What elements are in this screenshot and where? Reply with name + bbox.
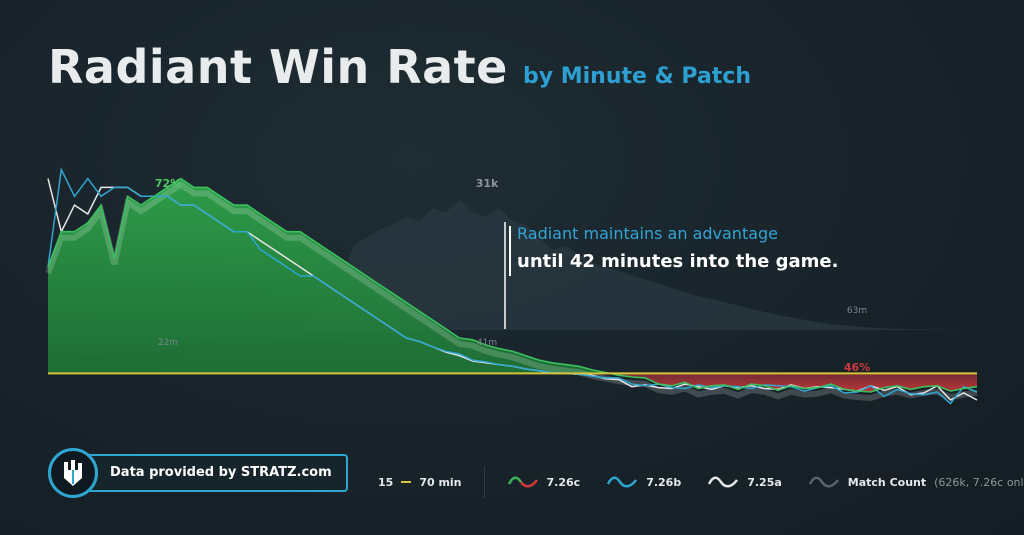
annotation-line1: Radiant maintains an advantage — [517, 224, 779, 243]
peak-label: 72% — [155, 177, 181, 190]
series-line-726c — [47, 177, 978, 393]
legend: 15 70 min 7.26c 7.26b 7.25a Match Count … — [378, 466, 1024, 498]
legend-label-726b: 7.26b — [646, 475, 682, 489]
range-start: 15 — [378, 475, 394, 489]
chart-subtitle: by Minute & Patch — [522, 64, 752, 89]
legend-divider — [483, 466, 485, 498]
wave-green-red-icon — [507, 476, 538, 488]
legend-label-725a: 7.25a — [747, 475, 782, 489]
glow-stripe — [45, 181, 978, 402]
match-peak-label: 31k — [476, 177, 499, 190]
provider-label: Data provided by STRATZ.com — [78, 454, 348, 492]
range-end: 70 min — [419, 475, 462, 489]
legend-label-726c: 7.26c — [546, 475, 581, 489]
match-count-note: (626k, 7.26c only) — [934, 475, 1024, 489]
low-label: 46% — [844, 361, 870, 374]
tick-63m: 63m — [847, 306, 867, 316]
legend-item-match-count: Match Count (626k, 7.26c only) — [808, 475, 1024, 489]
wave-blue-icon — [607, 476, 638, 488]
wave-gray-icon — [808, 476, 839, 488]
legend-label-match-count: Match Count — [847, 475, 927, 489]
range-legend: 15 70 min — [378, 476, 462, 489]
match-count-area — [48, 199, 977, 330]
tick-22m: 22m — [158, 338, 178, 348]
loss-area-red — [48, 373, 977, 392]
legend-item-725a: 7.25a — [707, 475, 782, 489]
legend-item-726c: 7.26c — [507, 475, 581, 489]
chart-title: Radiant Win Rate — [48, 40, 508, 94]
stratz-logo-icon — [48, 448, 98, 498]
tick-41m: 41m — [477, 338, 497, 348]
annotation-line2: until 42 minutes into the game. — [517, 251, 839, 272]
title-block: Radiant Win Rate by Minute & Patch — [48, 40, 751, 94]
stratz-badge[interactable]: Data provided by STRATZ.com — [48, 448, 348, 498]
wave-white-icon — [708, 476, 739, 488]
annotation: Radiant maintains an advantage until 42 … — [517, 224, 838, 272]
legend-item-726b: 7.26b — [606, 475, 681, 489]
range-line-icon — [401, 481, 412, 483]
